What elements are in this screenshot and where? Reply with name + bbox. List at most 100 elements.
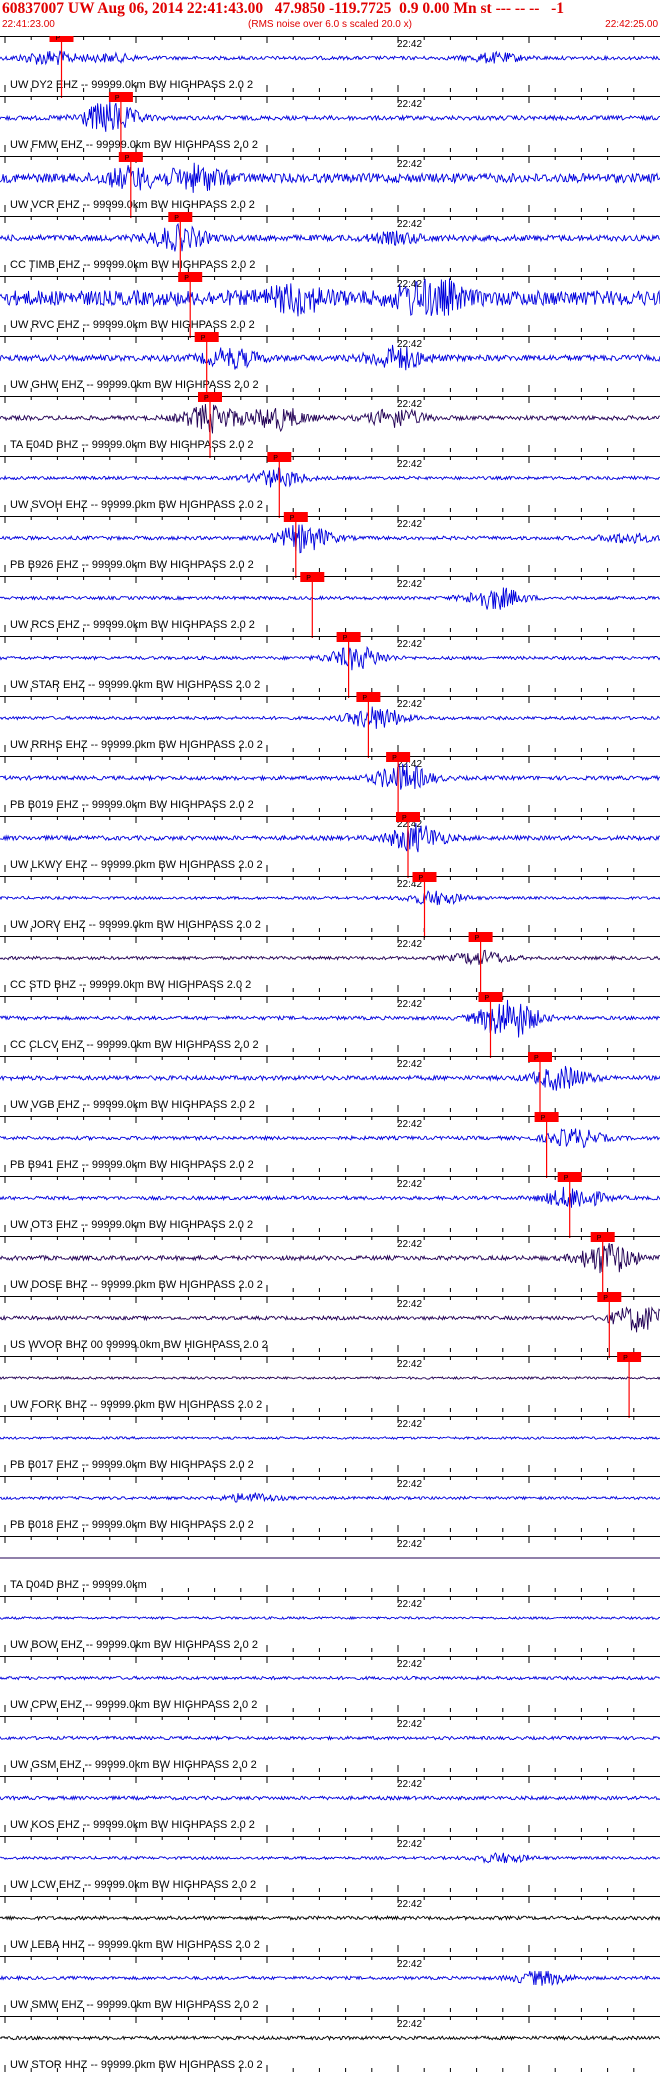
waveform-trace	[0, 1375, 660, 1381]
waveform-trace	[0, 949, 660, 966]
time-tick-label: 22:42	[397, 399, 422, 410]
pick-marker	[178, 272, 203, 282]
trace-row: 22:42 UW LEBA HHZ -- 99999.0km BW HIGHPAS…	[0, 1896, 660, 1952]
time-tick-label: 22:42	[397, 1479, 422, 1490]
trace-label: TA D04D BHZ -- 99999.0km	[10, 1579, 147, 1591]
waveform-trace	[0, 1128, 660, 1149]
pick-label: P	[56, 36, 61, 42]
time-tick-label: 22:42	[397, 699, 422, 710]
time-tick-label: 22:42	[397, 459, 422, 470]
trace-label: CC CLCV EHZ -- 99999.0km BW HIGHPASS 2.0…	[10, 1039, 259, 1051]
waveform-trace	[0, 1675, 660, 1681]
time-tick-label: 22:42	[397, 1419, 422, 1430]
time-tick-label: 22:42	[397, 1839, 422, 1850]
trace-label: UW RVC EHZ -- 99999.0km BW HIGHPASS 2.0 …	[10, 319, 255, 331]
time-tick-label: 22:42	[397, 999, 422, 1010]
trace-row: 22:42 CC CLCV EHZ -- 99999.0km BW HIGHPAS…	[0, 992, 660, 1058]
waveform-trace	[0, 1243, 660, 1274]
waveform-trace	[0, 706, 660, 729]
time-tick-label: 22:42	[397, 219, 422, 230]
trace-row: 22:42 UW JORV EHZ -- 99999.0km BW HIGHPAS…	[0, 872, 660, 938]
waveform-trace	[0, 222, 660, 252]
trace-label: CC TIMB EHZ -- 99999.0km BW HIGHPASS 2.0…	[10, 259, 255, 271]
waveform-trace	[0, 1615, 660, 1621]
waveform-trace	[0, 1852, 660, 1864]
trace-label: UW VGB EHZ -- 99999.0km BW HIGHPASS 2.0 …	[10, 1099, 255, 1111]
waveform-trace	[0, 1492, 660, 1503]
pick-marker	[198, 392, 222, 402]
waveform-trace	[0, 587, 660, 610]
time-tick-label: 22:42	[397, 1599, 422, 1610]
time-tick-label: 22:42	[397, 1659, 422, 1670]
time-tick-label: 22:42	[397, 1179, 422, 1190]
time-tick-label: 22:42	[397, 1299, 422, 1310]
trace-row: 22:42 UW BOW EHZ -- 99999.0km BW HIGHPASS…	[0, 1596, 660, 1652]
waveform-trace	[0, 1735, 660, 1741]
waveform-trace	[0, 50, 660, 66]
waveform-trace	[0, 645, 660, 671]
time-tick-label: 22:42	[397, 1899, 422, 1910]
pick-label: P	[541, 1115, 546, 1122]
trace-label: UW JORV EHZ -- 99999.0km BW HIGHPASS 2.0…	[10, 919, 261, 931]
waveform-trace	[0, 762, 660, 790]
trace-row: 22:42 CC TIMB EHZ -- 99999.0km BW HIGHPAS…	[0, 212, 660, 278]
trace-row: 22:42 UW FMW EHZ -- 99999.0km BW HIGHPASS…	[0, 92, 660, 158]
end-time: 22:42:25.00	[605, 19, 658, 30]
waveform-trace	[0, 1435, 660, 1441]
trace-row: 22:42 UW STAR EHZ -- 99999.0km BW HIGHPAS…	[0, 632, 660, 698]
trace-label: PB B019 EHZ -- 99999.0km BW HIGHPASS 2.0…	[10, 799, 254, 811]
time-tick-label: 22:42	[397, 159, 422, 170]
trace-row: 22:42 US WVOR BHZ 00 99999.0km BW HIGHPAS…	[0, 1292, 660, 1358]
trace-row: 22:42 PB B926 EHZ -- 99999.0km BW HIGHPAS…	[0, 512, 660, 578]
event-title: 60837007 UW Aug 06, 2014 22:41:43.00 47.…	[2, 0, 564, 17]
trace-row: 22:42 UW RCS EHZ -- 99999.0km BW HIGHPASS…	[0, 572, 660, 638]
pick-label: P	[343, 635, 348, 642]
time-tick-label: 22:42	[397, 759, 422, 770]
pick-label: P	[623, 1355, 628, 1362]
time-tick-label: 22:42	[397, 1779, 422, 1790]
trace-label: UW CPW EHZ -- 99999.0km BW HIGHPASS 2.0 …	[10, 1699, 257, 1711]
trace-row: 22:42 UW GSM EHZ -- 99999.0km BW HIGHPASS…	[0, 1716, 660, 1772]
pick-label: P	[290, 515, 295, 522]
trace-row: 22:42 CC STD BHZ -- 99999.0km BW HIGHPASS…	[0, 932, 660, 998]
trace-label: PB B018 EHZ -- 99999.0km BW HIGHPASS 2.0…	[10, 1519, 254, 1531]
pick-marker	[590, 1232, 615, 1242]
trace-label: UW STAR EHZ -- 99999.0km BW HIGHPASS 2.0…	[10, 679, 260, 691]
trace-row: 22:42 UW GHW EHZ -- 99999.0km BW HIGHPASS…	[0, 332, 660, 398]
pick-marker	[49, 36, 74, 42]
pick-label: P	[174, 215, 179, 222]
time-tick-label: 22:42	[397, 1119, 422, 1130]
waveform-trace	[0, 524, 660, 554]
trace-label: UW LEBA HHZ -- 99999.0km BW HIGHPASS 2.0…	[10, 1939, 260, 1951]
trace-row: 22:42 PB B941 EHZ -- 99999.0km BW HIGHPAS…	[0, 1112, 660, 1178]
trace-label: PB B926 EHZ -- 99999.0km BW HIGHPASS 2.0…	[10, 559, 254, 571]
pick-label: P	[597, 1235, 602, 1242]
pick-marker	[283, 512, 308, 522]
pick-label: P	[201, 335, 206, 342]
pick-marker	[300, 572, 325, 582]
pick-marker	[412, 872, 437, 882]
pick-marker	[356, 692, 381, 702]
trace-label: PB B017 EHZ -- 99999.0km BW HIGHPASS 2.0…	[10, 1459, 254, 1471]
pick-label: P	[273, 455, 278, 462]
trace-label: UW LCW EHZ -- 99999.0km BW HIGHPASS 2.0 …	[10, 1879, 256, 1891]
trace-row: 22:42 UW OT3 EHZ -- 99999.0km BW HIGHPASS…	[0, 1172, 660, 1238]
time-tick-label: 22:42	[397, 99, 422, 110]
trace-label: UW DY2 EHZ -- 99999.0km BW HIGHPASS 2.0 …	[10, 79, 253, 91]
pick-marker	[267, 452, 292, 462]
waveform-trace	[0, 1970, 660, 1987]
time-tick-label: 22:42	[397, 879, 422, 890]
trace-row: 22:42 UW SMW EHZ -- 99999.0km BW HIGHPASS…	[0, 1956, 660, 2012]
pick-marker	[396, 812, 420, 822]
waveform-trace	[0, 403, 660, 434]
pick-label: P	[603, 1295, 608, 1302]
waveform-trace	[0, 1186, 660, 1208]
time-tick-label: 22:42	[397, 1359, 422, 1370]
pick-marker	[194, 332, 219, 342]
time-tick-label: 22:42	[397, 819, 422, 830]
trace-row: 22:42 UW DY2 EHZ -- 99999.0km BW HIGHPASS…	[0, 36, 660, 98]
pick-label: P	[534, 1055, 539, 1062]
pick-label: P	[392, 755, 397, 762]
